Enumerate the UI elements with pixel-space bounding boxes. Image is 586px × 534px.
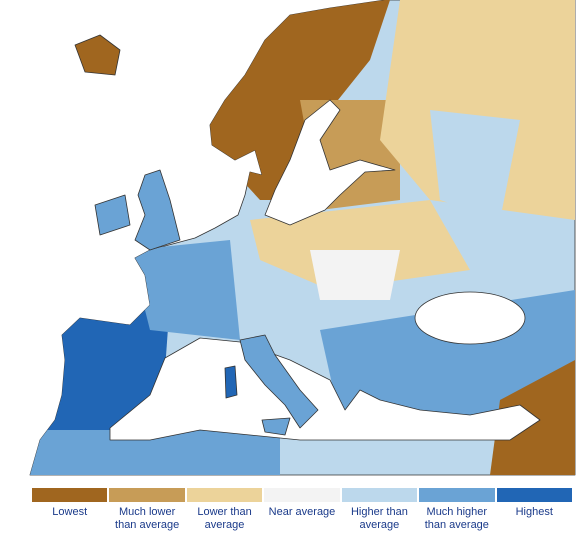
britain (134, 169, 181, 251)
patches (30, 0, 575, 475)
iceland (74, 34, 121, 76)
baltic (264, 99, 396, 226)
legend-label: Lower than average (197, 506, 252, 531)
legend-label: Highest (515, 506, 553, 518)
legend-item: Highest (496, 488, 572, 532)
legend-label: Lowest (52, 506, 88, 518)
legend-item: Near average (264, 488, 340, 532)
patch (130, 240, 240, 340)
mediterranean (109, 337, 541, 441)
legend-label: Much lower than average (115, 506, 180, 531)
legend-swatch (264, 488, 340, 502)
patch (250, 200, 470, 290)
legend-label: Near average (268, 506, 336, 518)
map (29, 0, 576, 476)
patch (30, 430, 280, 475)
patch (310, 250, 400, 300)
legend-swatch (341, 488, 418, 502)
legend-item: Lower than average (186, 488, 263, 532)
seas (109, 99, 541, 441)
legend-item: Much higher than average (419, 488, 495, 532)
legend-swatch (496, 488, 572, 502)
ireland (94, 194, 131, 236)
legend-swatch (109, 488, 185, 502)
legend-label: Much higher than average (424, 506, 489, 531)
legend: Lowest Much lower than average Lower than … (32, 488, 572, 532)
patch (30, 300, 170, 440)
sardinia (224, 365, 238, 399)
italy (239, 334, 319, 429)
islands (74, 34, 319, 436)
legend-item: Much lower than average (109, 488, 185, 532)
black-sea (414, 291, 526, 345)
legend-item: Lowest (32, 488, 108, 532)
patch (430, 110, 520, 220)
legend-swatch (32, 488, 108, 502)
land (29, 0, 576, 476)
legend-label: Higher than average (350, 506, 408, 531)
sicily (261, 417, 291, 436)
legend-swatch (419, 488, 495, 502)
legend-swatch (186, 488, 263, 502)
legend-item: Higher than average (341, 488, 418, 532)
patch (380, 0, 575, 220)
